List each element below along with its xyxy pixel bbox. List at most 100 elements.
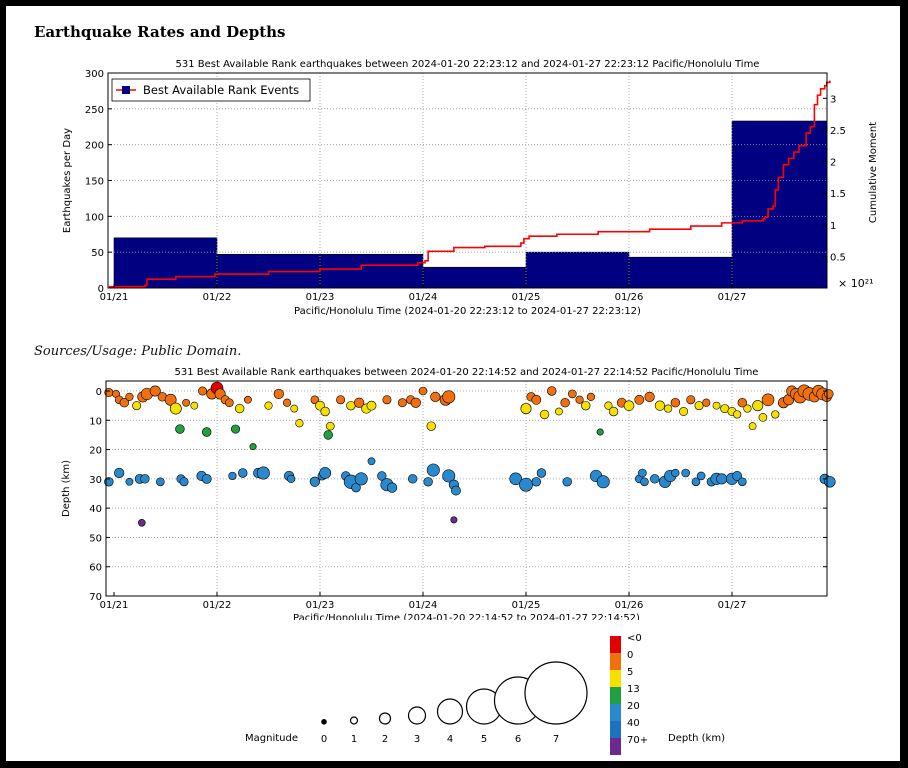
quake-point (451, 485, 461, 496)
magnitude-value: 1 (351, 734, 357, 745)
x-tick-label: 01/27 (718, 600, 747, 611)
sources-note: Sources/Usage: Public Domain. (34, 344, 242, 359)
quake-point (140, 474, 150, 484)
quake-point (367, 457, 376, 466)
quake-point (712, 401, 721, 410)
quake-point (737, 477, 747, 487)
y2-axis-label: Cumulative Moment (868, 122, 879, 223)
x-tick-label: 01/22 (203, 600, 232, 611)
quake-point (654, 400, 666, 411)
y-tick-label: 150 (85, 177, 104, 188)
quake-point (596, 475, 610, 489)
quake-point (119, 398, 130, 408)
quake-point (243, 395, 252, 404)
quake-point (231, 424, 241, 434)
magnitude-circle (524, 661, 588, 725)
quake-point (351, 482, 361, 493)
quake-point (282, 398, 292, 407)
y-tick-label: 0 (98, 284, 104, 295)
quake-point (132, 401, 142, 411)
quake-point (694, 401, 704, 411)
quake-point (650, 474, 660, 484)
quake-point (249, 443, 257, 451)
cumulative-moment-line (108, 80, 831, 288)
quake-point (410, 397, 421, 408)
quake-point (771, 410, 780, 419)
quake-point (418, 386, 428, 396)
depth-label: Depth (km) (668, 733, 725, 744)
quake-point (442, 469, 456, 483)
quake-point (702, 398, 711, 407)
quake-point (287, 474, 296, 483)
y2-tick-label: 0.5 (830, 252, 846, 263)
quake-point (354, 397, 365, 408)
depth-swatch (610, 653, 621, 670)
quake-point (228, 471, 237, 481)
quake-point (539, 409, 550, 420)
bar-01/27 (731, 120, 828, 289)
x-tick-label: 01/26 (615, 292, 644, 303)
y-tick-label: 50 (89, 533, 102, 544)
quake-point (644, 391, 655, 402)
quake-point (377, 471, 387, 481)
x-tick-label: 01/23 (306, 600, 335, 611)
quake-point (238, 468, 248, 478)
quake-point (640, 477, 649, 487)
quake-point (202, 427, 212, 437)
x-tick-label: 01/21 (100, 292, 129, 303)
x-axis-label: Pacific/Honolulu Time (2024-01-20 22:14:… (293, 613, 640, 620)
quake-point (562, 477, 572, 487)
quake-point (190, 401, 199, 410)
depth-bin-label: <0 (627, 633, 642, 644)
depth-bin-label: 0 (627, 650, 633, 661)
depth-swatch (610, 721, 621, 738)
quake-point (325, 421, 335, 431)
quake-point (175, 424, 185, 434)
x-tick-label: 01/25 (512, 292, 541, 303)
quake-point (748, 422, 757, 431)
quake-point (737, 398, 747, 408)
depth-swatch (610, 636, 621, 653)
quake-point (295, 419, 304, 428)
x-tick-label: 01/23 (306, 292, 335, 303)
quake-point (225, 398, 234, 408)
magnitude-label: Magnitude (245, 733, 298, 744)
quake-point (256, 466, 270, 480)
quake-point (201, 473, 212, 484)
legend-swatch (122, 86, 130, 94)
quake-point (634, 394, 645, 405)
x-axis-label: Pacific/Honolulu Time (2024-01-20 22:23:… (294, 306, 641, 317)
quake-point (686, 395, 696, 405)
quake-point (198, 386, 208, 396)
x-tick-label: 01/24 (409, 292, 438, 303)
plot-area (108, 73, 827, 288)
quake-point (273, 388, 284, 400)
plot-frame (105, 380, 828, 597)
y-tick-label: 40 (89, 504, 102, 515)
quake-point (664, 404, 673, 413)
quake-point (125, 477, 134, 486)
quake-point (182, 398, 190, 407)
magnitude-value: 6 (515, 734, 521, 745)
depth-bin-label: 40 (627, 718, 640, 729)
bar-01/23 (319, 254, 424, 289)
quake-point (758, 413, 768, 422)
quake-point (309, 476, 320, 487)
quake-point (761, 393, 775, 407)
quake-point (442, 390, 456, 404)
quake-point (679, 406, 689, 416)
quake-point (531, 394, 542, 405)
quake-point (354, 472, 368, 486)
magnitude-circle (349, 716, 359, 725)
quake-point (179, 477, 189, 487)
earthquake-rate-chart: 0 50 100 150 200 250 300 0.5 1 1.5 2 2.5 3 01/21 01/22… (62, 59, 879, 317)
quake-point (568, 389, 577, 399)
magnitude-value: 3 (414, 734, 420, 745)
quake-point (752, 400, 764, 412)
depth-swatch (610, 704, 621, 721)
x-tick-label: 01/25 (512, 600, 541, 611)
quake-point (320, 406, 330, 417)
y-tick-label: 10 (89, 416, 102, 427)
quake-point (509, 472, 523, 486)
